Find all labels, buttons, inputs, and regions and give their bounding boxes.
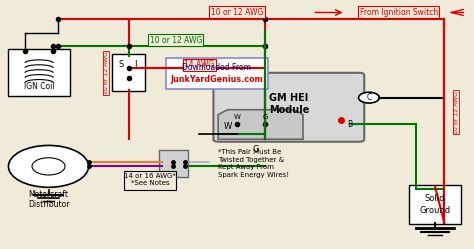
Polygon shape [218, 110, 303, 139]
FancyBboxPatch shape [9, 49, 70, 96]
FancyBboxPatch shape [124, 171, 176, 190]
Circle shape [358, 92, 379, 103]
Text: G: G [263, 114, 268, 120]
Text: C: C [366, 93, 372, 102]
Text: 14 or 16 AWG*
*See Notes: 14 or 16 AWG* *See Notes [124, 173, 176, 186]
FancyBboxPatch shape [166, 58, 268, 89]
Text: G: G [253, 145, 259, 154]
Text: S: S [119, 60, 124, 69]
Text: Motorcraft
Distributor: Motorcraft Distributor [28, 190, 69, 209]
Text: W: W [234, 114, 240, 120]
Text: 10 or 12 AWG: 10 or 12 AWG [103, 51, 109, 94]
FancyBboxPatch shape [112, 54, 145, 91]
Text: B: B [347, 120, 353, 129]
Text: 10 or 12 AWG: 10 or 12 AWG [211, 8, 263, 17]
Text: *This Pair Must Be
Twisted Together &
Kept Away From
Spark Energy Wires!: *This Pair Must Be Twisted Together & Ke… [218, 149, 289, 178]
Text: IGN Coil: IGN Coil [24, 82, 55, 91]
Text: W: W [223, 123, 232, 131]
Text: JunkYardGenius.com: JunkYardGenius.com [171, 75, 264, 84]
Text: Downloaded From: Downloaded From [182, 63, 252, 72]
FancyBboxPatch shape [159, 150, 188, 178]
Text: 14 AWG: 14 AWG [184, 60, 214, 69]
FancyBboxPatch shape [409, 185, 461, 224]
Text: I: I [135, 60, 137, 69]
Text: 10 or 12 AWG: 10 or 12 AWG [150, 36, 202, 45]
Text: From Ignition Switch: From Ignition Switch [359, 8, 438, 17]
Text: Solid
Ground: Solid Ground [419, 194, 450, 215]
Circle shape [9, 145, 89, 187]
FancyBboxPatch shape [213, 73, 364, 142]
Text: GM HEI
Module: GM HEI Module [269, 93, 309, 115]
Text: 10 or 12 AWG: 10 or 12 AWG [454, 91, 459, 134]
